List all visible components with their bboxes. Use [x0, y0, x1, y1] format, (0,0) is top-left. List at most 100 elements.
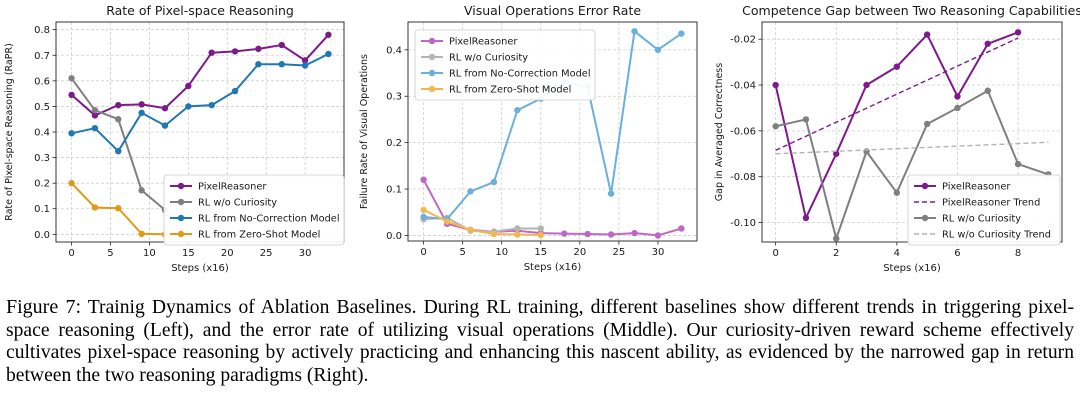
y-tick-label: 0.7	[34, 51, 50, 62]
x-tick-label: 15	[182, 248, 195, 259]
data-point	[325, 50, 332, 58]
legend-marker	[428, 53, 436, 61]
data-point	[231, 48, 239, 55]
chart-title: Rate of Pixel-space Reasoning	[106, 3, 294, 18]
data-point	[490, 230, 498, 238]
series-line	[423, 209, 541, 236]
x-tick-label: 30	[652, 247, 665, 258]
data-point	[420, 176, 427, 183]
data-point	[893, 63, 901, 70]
legend-label: PixelReasoner	[198, 182, 267, 193]
data-point	[138, 230, 145, 238]
y-tick-label: -0.02	[730, 35, 756, 46]
series-line	[775, 89, 1049, 243]
caption-text: Trainig Dynamics of Ablation Baselines. …	[6, 297, 1074, 386]
x-tick-label: 4	[894, 248, 900, 259]
x-tick-label: 25	[613, 247, 626, 258]
data-point	[923, 120, 931, 128]
data-point	[68, 179, 75, 187]
data-point	[923, 31, 931, 38]
data-point	[1014, 29, 1022, 36]
legend-entry: RL from Zero-Shot Model	[170, 230, 320, 241]
data-point	[68, 91, 75, 99]
data-point	[984, 87, 991, 94]
y-axis-label: Rate of Pixel-space Reasoning (RaPR)	[4, 43, 15, 221]
data-point	[325, 31, 332, 38]
data-point	[584, 230, 591, 238]
data-point	[138, 109, 145, 117]
y-tick-label: 0.3	[386, 92, 402, 103]
data-point	[278, 41, 285, 49]
data-point	[301, 57, 309, 64]
data-point	[514, 231, 521, 238]
legend-label: RL w/o Curiosity	[942, 214, 1021, 225]
legend-label: RL from Zero-Shot Model	[198, 230, 320, 241]
x-tick-label: 5	[107, 248, 113, 259]
data-point	[863, 148, 870, 155]
data-point	[185, 103, 192, 110]
data-point	[833, 150, 840, 157]
data-point	[631, 229, 638, 237]
data-point	[678, 30, 685, 37]
legend-label: PixelReasoner	[942, 182, 1011, 193]
figure-label: Figure 7:	[6, 296, 81, 318]
data-point	[802, 116, 810, 123]
y-tick-label: 0.6	[34, 76, 50, 87]
data-point	[607, 231, 615, 238]
data-point	[833, 235, 840, 242]
y-axis-label: Gap in Averaged Correctness	[714, 63, 725, 201]
data-point	[954, 104, 961, 112]
y-tick-label: 0.8	[34, 25, 50, 36]
chart-title: Competence Gap between Two Reasoning Cap…	[742, 3, 1080, 18]
y-tick-label: 0.4	[34, 128, 50, 139]
legend-entry: RL w/o Curiosity Trend	[914, 230, 1051, 241]
x-tick-label: 10	[495, 247, 508, 258]
legend: PixelReasoner RL w/o Curiosity RL from No-…	[163, 174, 345, 246]
chart-competence-gap: Competence Gap between Two Reasoning Cap…	[714, 3, 1080, 274]
legend-entry: PixelReasoner Trend	[914, 198, 1040, 209]
series-pixelreasoner	[772, 29, 1022, 222]
data-point	[420, 206, 427, 214]
data-point	[954, 93, 961, 100]
legend-marker	[428, 69, 436, 77]
legend-label: RL from No-Correction Model	[449, 69, 591, 80]
data-point	[490, 178, 498, 186]
data-point	[115, 101, 122, 109]
data-point	[115, 147, 122, 155]
x-tick-label: 5	[459, 247, 465, 258]
y-tick-label: 0.0	[386, 231, 402, 242]
legend-entry: RL from No-Correction Model	[421, 69, 591, 80]
legend-label: RL w/o Curiosity	[449, 53, 528, 64]
chart-visual-ops-error: Visual Operations Error Rate 0 5 10 15 20 25 30…	[359, 3, 698, 273]
data-point	[161, 122, 169, 129]
data-point	[561, 230, 568, 237]
legend-marker	[921, 214, 929, 222]
data-point	[91, 112, 99, 119]
chart-pixel-space-rate: Rate of Pixel-space Reasoning 0 5 10 15 20 25 3…	[4, 3, 345, 274]
y-axis-label: Failure Rate of Visual Operations	[359, 54, 370, 209]
y-tick-label: -0.08	[730, 172, 756, 183]
data-point	[138, 101, 145, 108]
y-tick-label: -0.10	[730, 218, 756, 229]
series-line	[70, 77, 166, 211]
data-point	[467, 226, 474, 234]
x-tick-label: 0	[68, 248, 74, 259]
x-tick-label: 0	[420, 247, 426, 258]
x-tick-label: 20	[221, 248, 234, 259]
data-point	[91, 107, 99, 114]
legend-label: PixelReasoner	[449, 37, 518, 48]
legend-entry: RL w/o Curiosity	[170, 198, 277, 209]
legend-entry: RL from Zero-Shot Model	[421, 85, 571, 96]
series-line	[70, 34, 330, 117]
data-point	[514, 106, 521, 114]
series-rl-w-o-curiosity-trend	[775, 141, 1049, 155]
data-point	[607, 190, 615, 197]
data-point	[537, 231, 544, 239]
x-axis-label: Steps (x16)	[524, 262, 582, 273]
legend-entry: RL w/o Curiosity	[421, 53, 528, 64]
plot-frame	[407, 21, 698, 242]
legend-marker	[428, 85, 436, 93]
data-point	[255, 61, 262, 68]
chart-title: Visual Operations Error Rate	[464, 3, 641, 18]
legend-marker	[177, 214, 185, 222]
